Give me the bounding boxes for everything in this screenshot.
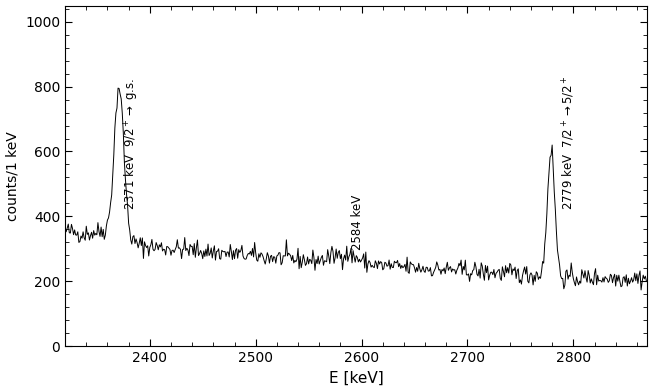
Text: 2779 keV  7/2$^+$$\rightarrow$5/2$^+$: 2779 keV 7/2$^+$$\rightarrow$5/2$^+$: [561, 75, 577, 210]
Text: 2371 keV  9/2$^+$$\rightarrow$ g.s.: 2371 keV 9/2$^+$$\rightarrow$ g.s.: [123, 77, 141, 210]
X-axis label: E [keV]: E [keV]: [329, 370, 384, 386]
Text: 2584 keV: 2584 keV: [351, 195, 364, 250]
Y-axis label: counts/1 keV: counts/1 keV: [6, 131, 20, 221]
